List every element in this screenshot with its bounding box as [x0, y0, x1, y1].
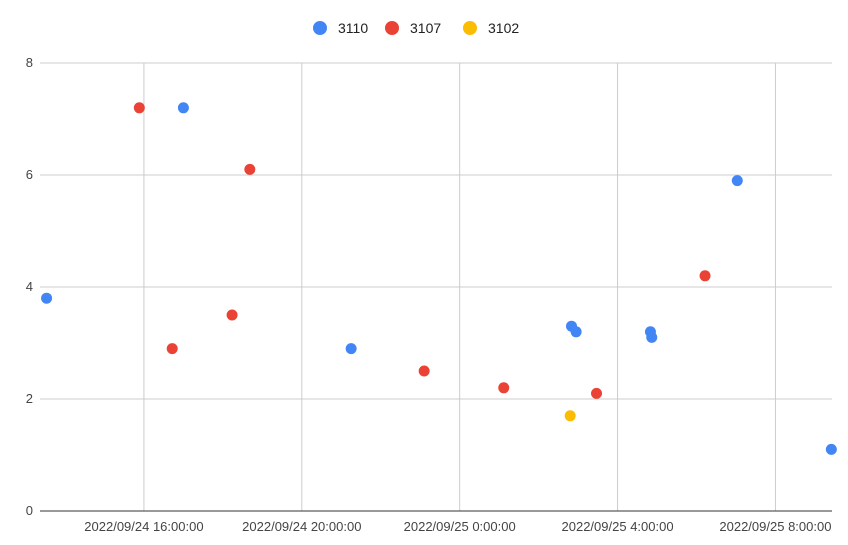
data-point-3110[interactable]: [345, 343, 357, 355]
data-point-3107[interactable]: [699, 270, 711, 282]
legend-item-3102[interactable]: 3102: [463, 20, 519, 36]
legend[interactable]: 3110 3107 3102: [313, 20, 519, 36]
y-tick-label: 4: [26, 279, 33, 294]
y-tick-label: 2: [26, 391, 33, 406]
data-point-3107[interactable]: [226, 309, 238, 321]
axes: 0 2 4 6 8 2022/09/24 16:00:00 2022/09/24 20:00…: [26, 55, 832, 534]
legend-item-3107[interactable]: 3107: [385, 20, 441, 36]
data-point-3107[interactable]: [244, 163, 256, 175]
legend-marker-icon: [313, 21, 327, 35]
data-point-3107[interactable]: [418, 365, 430, 377]
data-point-3107[interactable]: [166, 343, 178, 355]
data-point-3110[interactable]: [41, 292, 53, 304]
x-tick-label: 2022/09/25 4:00:00: [562, 519, 674, 534]
data-point-3107[interactable]: [498, 382, 510, 394]
data-points: [41, 102, 837, 455]
data-point-3110[interactable]: [731, 175, 743, 187]
gridlines: [40, 62, 832, 511]
data-point-3107[interactable]: [591, 387, 603, 399]
data-point-3102[interactable]: [564, 410, 576, 422]
data-point-3110[interactable]: [825, 443, 837, 455]
data-point-3110[interactable]: [177, 102, 189, 114]
x-tick-label: 2022/09/25 8:00:00: [719, 519, 831, 534]
data-point-3110[interactable]: [570, 326, 582, 338]
legend-marker-icon: [463, 21, 477, 35]
x-tick-label: 2022/09/24 20:00:00: [242, 519, 361, 534]
legend-label: 3110: [338, 20, 368, 36]
x-tick-label: 2022/09/24 16:00:00: [84, 519, 203, 534]
legend-item-3110[interactable]: 3110: [313, 20, 368, 36]
y-tick-label: 0: [26, 503, 33, 518]
y-tick-label: 8: [26, 55, 33, 70]
data-point-3110[interactable]: [646, 331, 658, 343]
legend-label: 3107: [410, 20, 441, 36]
legend-marker-icon: [385, 21, 399, 35]
data-point-3107[interactable]: [133, 102, 145, 114]
x-tick-label: 2022/09/25 0:00:00: [404, 519, 516, 534]
legend-label: 3102: [488, 20, 519, 36]
y-tick-label: 6: [26, 167, 33, 182]
